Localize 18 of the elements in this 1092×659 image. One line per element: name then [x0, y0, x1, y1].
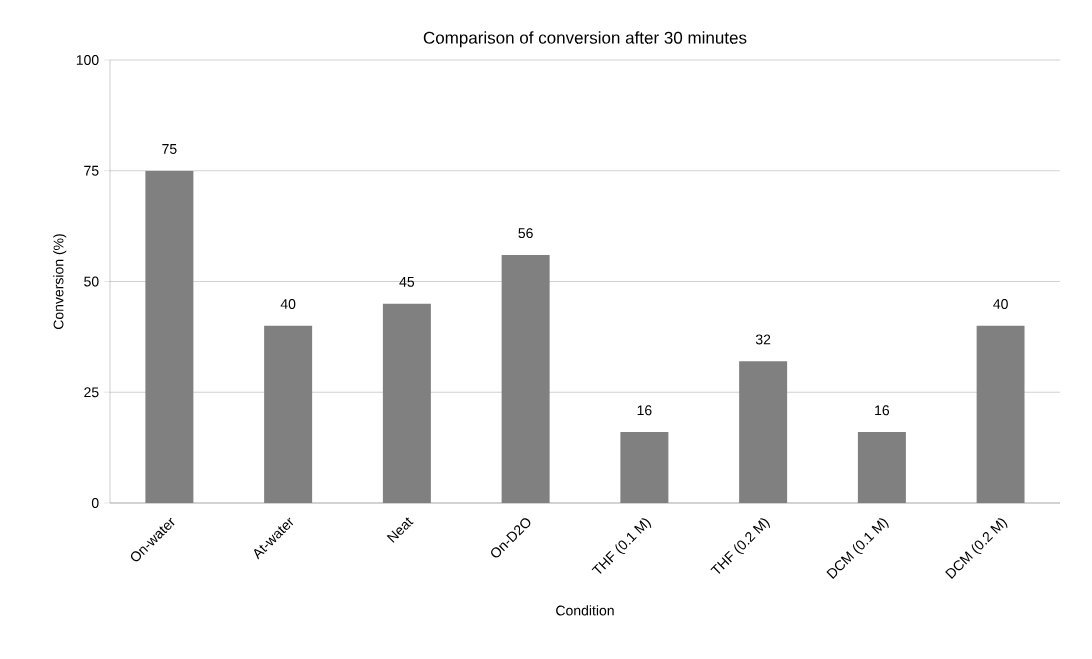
data-label: 16 [875, 405, 890, 416]
y-tick-label: 100 [76, 55, 99, 65]
y-tick-label: 25 [84, 387, 99, 398]
data-label: 32 [755, 334, 771, 345]
data-label: 75 [162, 144, 177, 154]
x-axis-title: Condition [556, 605, 614, 616]
y-tick-label: 50 [84, 276, 99, 287]
x-tick-label: THF (0.2 M) [710, 518, 770, 574]
y-tick-label: 0 [91, 498, 99, 508]
data-label: 40 [993, 299, 1008, 309]
y-axis-title: Conversion (%) [53, 234, 67, 330]
data-label: 40 [280, 299, 296, 309]
data-label: 45 [399, 277, 415, 287]
y-tick-label: 75 [84, 165, 99, 176]
x-tick-label: THF (0.1 M) [591, 518, 652, 574]
chart-title: Comparison of conversion after 30 minutes [423, 31, 747, 48]
data-label: 16 [637, 405, 652, 416]
data-label: 56 [518, 228, 533, 239]
